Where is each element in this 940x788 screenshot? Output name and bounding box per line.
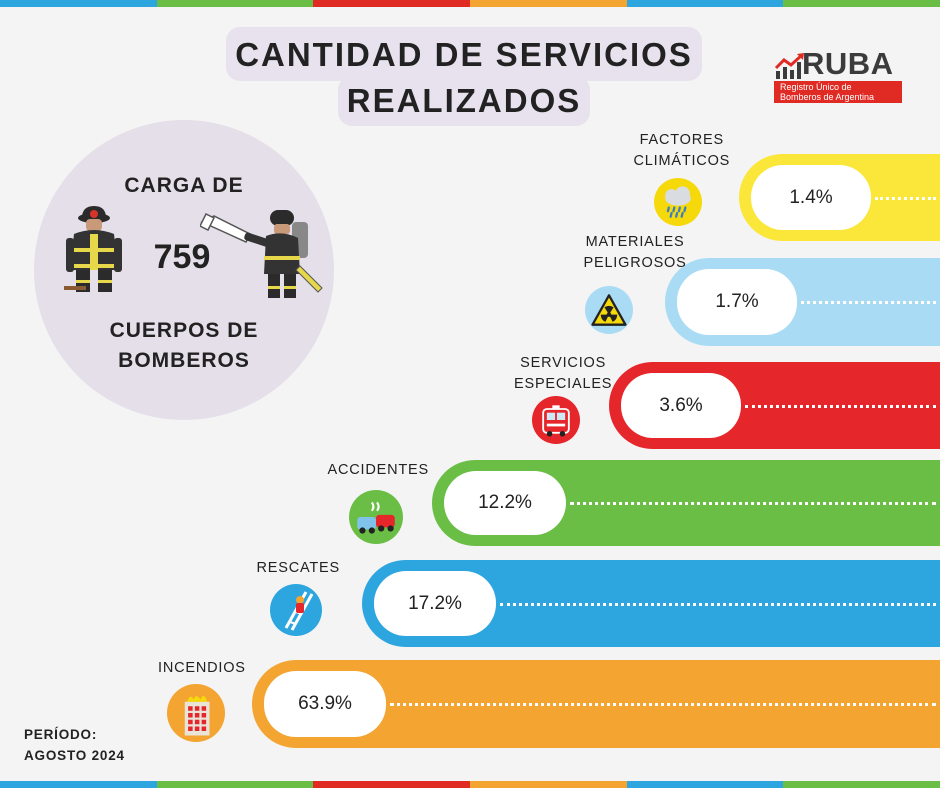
top-color-stripe (0, 0, 940, 7)
bar-value-label: 17.2% (374, 571, 496, 636)
circle-bottom-line-2: BOMBEROS (118, 349, 250, 372)
logo-subtitle: Registro Único de Bomberos de Argentina (774, 81, 902, 103)
category-label-line: MATERIALES (585, 234, 685, 250)
category-label-line: FACTORES (639, 132, 724, 148)
circle-bottom-text: CUERPOS DE BOMBEROS (34, 316, 334, 376)
bottom-color-stripe (0, 781, 940, 788)
category-label-line: INCENDIOS (158, 660, 246, 676)
category-label-line: ESPECIALES (514, 376, 613, 392)
firefighter-standing-icon (64, 206, 122, 292)
fire-truck-icon (532, 396, 580, 444)
departments-count: 759 (153, 238, 211, 276)
title-line-1: CANTIDAD DE SERVICIOS (226, 27, 702, 81)
bar-dotted-line (570, 502, 936, 505)
category-label-line: SERVICIOS (520, 355, 607, 371)
stripe-segment (0, 0, 157, 7)
category-label-line: ACCIDENTES (327, 462, 429, 478)
stripe-segment (156, 781, 314, 788)
category-label: INCENDIOS (158, 658, 246, 679)
category-label: ACCIDENTES (328, 460, 429, 481)
category-label-line: RESCATES (256, 560, 340, 576)
category-label: RESCATES (257, 558, 340, 579)
circle-top-text: CARGA DE (124, 174, 244, 197)
period-value: AGOSTO 2024 (24, 748, 125, 763)
radiation-icon (585, 286, 633, 334)
stripe-segment (156, 0, 314, 7)
stripe-segment (626, 0, 784, 7)
bar-value-label: 12.2% (444, 471, 566, 535)
firefighter-hose-icon (200, 210, 323, 298)
car-crash-icon (349, 490, 403, 544)
category-label-line: PELIGROSOS (583, 255, 687, 271)
category-label: SERVICIOS ESPECIALES (514, 353, 612, 395)
bar-value-label: 63.9% (264, 671, 386, 737)
fire-departments-circle: CARGA DE 759 CUERPOS DE BOMBEROS (34, 120, 334, 420)
stripe-segment (470, 0, 627, 7)
bar-dotted-line (390, 703, 936, 706)
category-label: FACTORES CLIMÁTICOS (634, 130, 731, 172)
logo-subtitle-line-1: Registro Único de (780, 82, 852, 92)
rain-cloud-icon (654, 178, 702, 226)
stripe-segment (313, 781, 471, 788)
bar-value-label: 1.7% (677, 269, 797, 335)
stripe-segment (626, 781, 784, 788)
stripe-segment (313, 0, 471, 7)
ladder-rescue-icon (270, 584, 322, 636)
ruba-logo: RUBA Registro Único de Bomberos de Argen… (774, 48, 904, 104)
stripe-segment (0, 781, 157, 788)
title-line-2: REALIZADOS (338, 76, 590, 126)
logo-wordmark: RUBA (802, 46, 894, 81)
stripe-segment (783, 781, 940, 788)
bar-dotted-line (801, 301, 936, 304)
bar-dotted-line (875, 196, 936, 200)
circle-bottom-line-1: CUERPOS DE (109, 319, 259, 342)
category-label: MATERIALES PELIGROSOS (584, 232, 687, 274)
burning-building-icon (167, 684, 225, 742)
bar-dotted-line (745, 404, 936, 408)
stripe-segment (783, 0, 940, 7)
bar-value-label: 1.4% (751, 165, 871, 230)
growth-arrow-icon (774, 53, 804, 79)
period-label: PERÍODO: (24, 727, 98, 742)
category-label-line: CLIMÁTICOS (633, 153, 731, 169)
stripe-segment (470, 781, 627, 788)
period-block: PERÍODO: AGOSTO 2024 (24, 724, 125, 766)
bar-value-label: 3.6% (621, 373, 741, 438)
bar-dotted-line (500, 602, 936, 606)
logo-subtitle-line-2: Bomberos de Argentina (780, 92, 875, 102)
